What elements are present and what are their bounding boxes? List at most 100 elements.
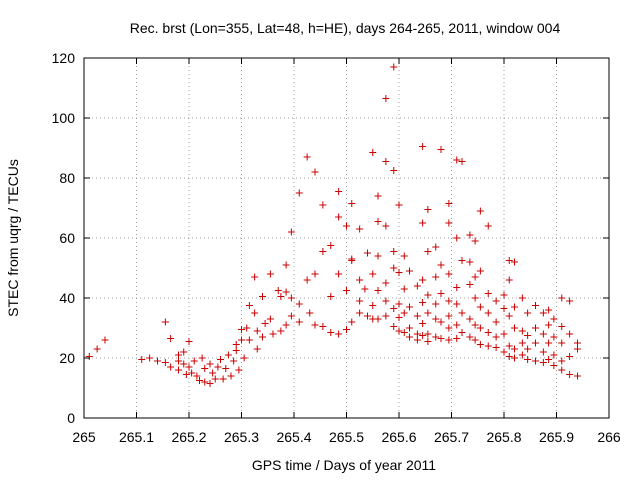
data-point xyxy=(550,362,558,369)
data-point xyxy=(138,356,146,363)
data-point xyxy=(413,282,421,290)
data-point xyxy=(282,288,290,296)
data-point xyxy=(492,297,500,305)
data-point xyxy=(211,375,219,383)
x-tick-label: 265.6 xyxy=(381,429,416,445)
data-point xyxy=(505,312,513,320)
data-point xyxy=(524,356,532,363)
data-point xyxy=(259,333,266,341)
data-point xyxy=(432,273,440,281)
data-point xyxy=(361,285,369,293)
data-point xyxy=(356,309,364,317)
data-point xyxy=(545,321,553,329)
data-point xyxy=(406,333,413,341)
data-point xyxy=(348,257,356,264)
data-point xyxy=(424,338,432,345)
data-point xyxy=(505,276,513,284)
data-point xyxy=(471,321,479,329)
data-point xyxy=(413,330,421,338)
data-point xyxy=(453,234,461,242)
data-point xyxy=(476,207,484,215)
data-point xyxy=(266,270,274,278)
y-tick-label: 120 xyxy=(52,50,76,66)
data-point xyxy=(201,378,209,386)
data-point xyxy=(492,333,500,341)
data-point xyxy=(343,222,350,230)
x-tick-label: 265.2 xyxy=(171,429,206,445)
data-point xyxy=(445,336,453,344)
data-point xyxy=(566,371,574,378)
data-point xyxy=(539,330,547,338)
data-point xyxy=(511,354,518,362)
data-point xyxy=(180,360,188,368)
data-point xyxy=(466,231,474,239)
data-point xyxy=(545,356,553,363)
data-point xyxy=(476,303,484,311)
y-tick-label: 100 xyxy=(52,110,76,126)
data-point xyxy=(558,366,566,374)
data-point xyxy=(274,287,282,294)
data-point xyxy=(335,213,343,221)
data-point xyxy=(374,218,382,225)
data-point xyxy=(471,237,479,245)
data-point xyxy=(146,354,154,362)
data-point xyxy=(382,158,390,165)
data-point xyxy=(437,261,445,269)
data-point xyxy=(306,309,314,317)
data-point xyxy=(466,281,474,288)
data-point xyxy=(532,324,539,332)
data-point xyxy=(224,351,232,359)
data-point xyxy=(259,293,266,300)
data-point xyxy=(400,309,408,317)
data-point xyxy=(437,290,445,297)
x-tick-label: 265.9 xyxy=(539,429,574,445)
data-point xyxy=(311,270,319,278)
data-point xyxy=(369,149,377,156)
data-point xyxy=(319,248,327,255)
data-point xyxy=(390,323,398,330)
data-point xyxy=(356,225,364,233)
data-point xyxy=(566,353,574,360)
data-point xyxy=(175,351,182,359)
data-point xyxy=(453,321,461,329)
data-point xyxy=(185,338,193,345)
data-point xyxy=(303,153,311,161)
data-point xyxy=(445,297,453,305)
data-point xyxy=(524,309,532,317)
data-point xyxy=(175,357,182,365)
data-point xyxy=(419,219,427,227)
data-point xyxy=(390,167,398,174)
data-point xyxy=(232,347,240,354)
data-point xyxy=(287,228,295,236)
data-point xyxy=(395,314,403,321)
data-point xyxy=(424,248,432,255)
data-point xyxy=(532,357,539,365)
data-point xyxy=(222,365,230,372)
data-point xyxy=(219,375,227,383)
data-point xyxy=(335,270,343,278)
data-point xyxy=(209,369,217,377)
data-points xyxy=(85,63,581,387)
data-point xyxy=(524,332,532,339)
data-point xyxy=(445,200,453,207)
data-point xyxy=(511,345,518,353)
data-point xyxy=(406,303,413,311)
data-point xyxy=(266,315,274,323)
data-point xyxy=(445,312,453,320)
data-point xyxy=(484,309,492,317)
data-point xyxy=(327,242,335,249)
data-point xyxy=(287,294,295,302)
data-point xyxy=(238,336,245,344)
data-point xyxy=(232,341,240,348)
data-point xyxy=(277,327,285,335)
data-point xyxy=(319,201,327,209)
data-point xyxy=(458,309,466,317)
data-point xyxy=(558,294,566,302)
data-point xyxy=(217,356,224,363)
data-point xyxy=(518,327,526,335)
data-point xyxy=(574,372,581,380)
data-point xyxy=(419,320,427,327)
data-point xyxy=(390,63,398,71)
x-tick-label: 265.5 xyxy=(329,429,364,445)
